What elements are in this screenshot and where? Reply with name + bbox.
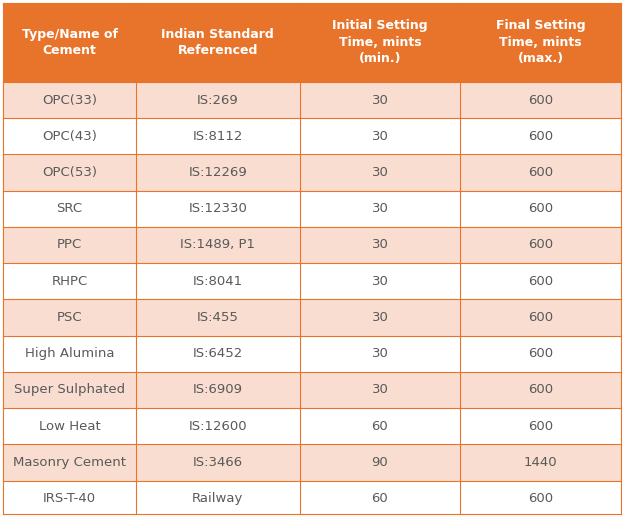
Text: SRC: SRC — [56, 202, 82, 215]
Text: 30: 30 — [371, 384, 388, 397]
Bar — [3, 299, 621, 336]
Text: IS:8112: IS:8112 — [193, 130, 243, 143]
Bar — [3, 3, 621, 82]
Text: 30: 30 — [371, 130, 388, 143]
Text: 30: 30 — [371, 202, 388, 215]
Text: 30: 30 — [371, 275, 388, 288]
Text: Final Setting
Time, mints
(max.): Final Setting Time, mints (max.) — [495, 19, 585, 65]
Text: RHPC: RHPC — [51, 275, 87, 288]
Bar — [3, 336, 621, 372]
Text: IS:12269: IS:12269 — [188, 166, 247, 179]
Text: 600: 600 — [528, 347, 553, 360]
Bar — [3, 408, 621, 444]
Text: 60: 60 — [371, 492, 388, 505]
Bar — [3, 227, 621, 263]
Text: IS:1489, P1: IS:1489, P1 — [180, 238, 255, 251]
Bar — [3, 82, 621, 118]
Text: IS:12330: IS:12330 — [188, 202, 247, 215]
Bar — [3, 480, 621, 517]
Bar — [3, 372, 621, 408]
Text: High Alumina: High Alumina — [25, 347, 114, 360]
Text: 30: 30 — [371, 311, 388, 324]
Text: Initial Setting
Time, mints
(min.): Initial Setting Time, mints (min.) — [332, 19, 428, 65]
Text: IS:3466: IS:3466 — [193, 456, 243, 469]
Text: IS:269: IS:269 — [197, 94, 238, 107]
Text: PPC: PPC — [57, 238, 82, 251]
Text: 1440: 1440 — [524, 456, 557, 469]
Bar — [3, 263, 621, 299]
Text: IS:12600: IS:12600 — [188, 420, 247, 433]
Text: 30: 30 — [371, 94, 388, 107]
Text: 600: 600 — [528, 94, 553, 107]
Bar — [3, 118, 621, 155]
Text: Indian Standard
Referenced: Indian Standard Referenced — [162, 27, 274, 57]
Text: OPC(43): OPC(43) — [42, 130, 97, 143]
Text: IS:8041: IS:8041 — [193, 275, 243, 288]
Text: 600: 600 — [528, 275, 553, 288]
Text: 30: 30 — [371, 347, 388, 360]
Text: 600: 600 — [528, 166, 553, 179]
Text: 90: 90 — [371, 456, 388, 469]
Text: OPC(53): OPC(53) — [42, 166, 97, 179]
Text: 600: 600 — [528, 311, 553, 324]
Text: Masonry Cement: Masonry Cement — [13, 456, 126, 469]
Text: 600: 600 — [528, 238, 553, 251]
Text: IRS-T-40: IRS-T-40 — [43, 492, 96, 505]
Text: PSC: PSC — [57, 311, 82, 324]
Text: IS:6909: IS:6909 — [193, 384, 243, 397]
Text: IS:455: IS:455 — [197, 311, 239, 324]
Text: 600: 600 — [528, 384, 553, 397]
Text: IS:6452: IS:6452 — [193, 347, 243, 360]
Text: Type/Name of
Cement: Type/Name of Cement — [22, 27, 117, 57]
Text: 600: 600 — [528, 420, 553, 433]
Text: 60: 60 — [371, 420, 388, 433]
Text: 30: 30 — [371, 238, 388, 251]
Text: Railway: Railway — [192, 492, 243, 505]
Bar — [3, 191, 621, 227]
Text: 600: 600 — [528, 492, 553, 505]
Text: Super Sulphated: Super Sulphated — [14, 384, 125, 397]
Bar — [3, 444, 621, 480]
Text: Low Heat: Low Heat — [39, 420, 100, 433]
Bar — [3, 155, 621, 191]
Text: 600: 600 — [528, 130, 553, 143]
Text: OPC(33): OPC(33) — [42, 94, 97, 107]
Text: 30: 30 — [371, 166, 388, 179]
Text: 600: 600 — [528, 202, 553, 215]
